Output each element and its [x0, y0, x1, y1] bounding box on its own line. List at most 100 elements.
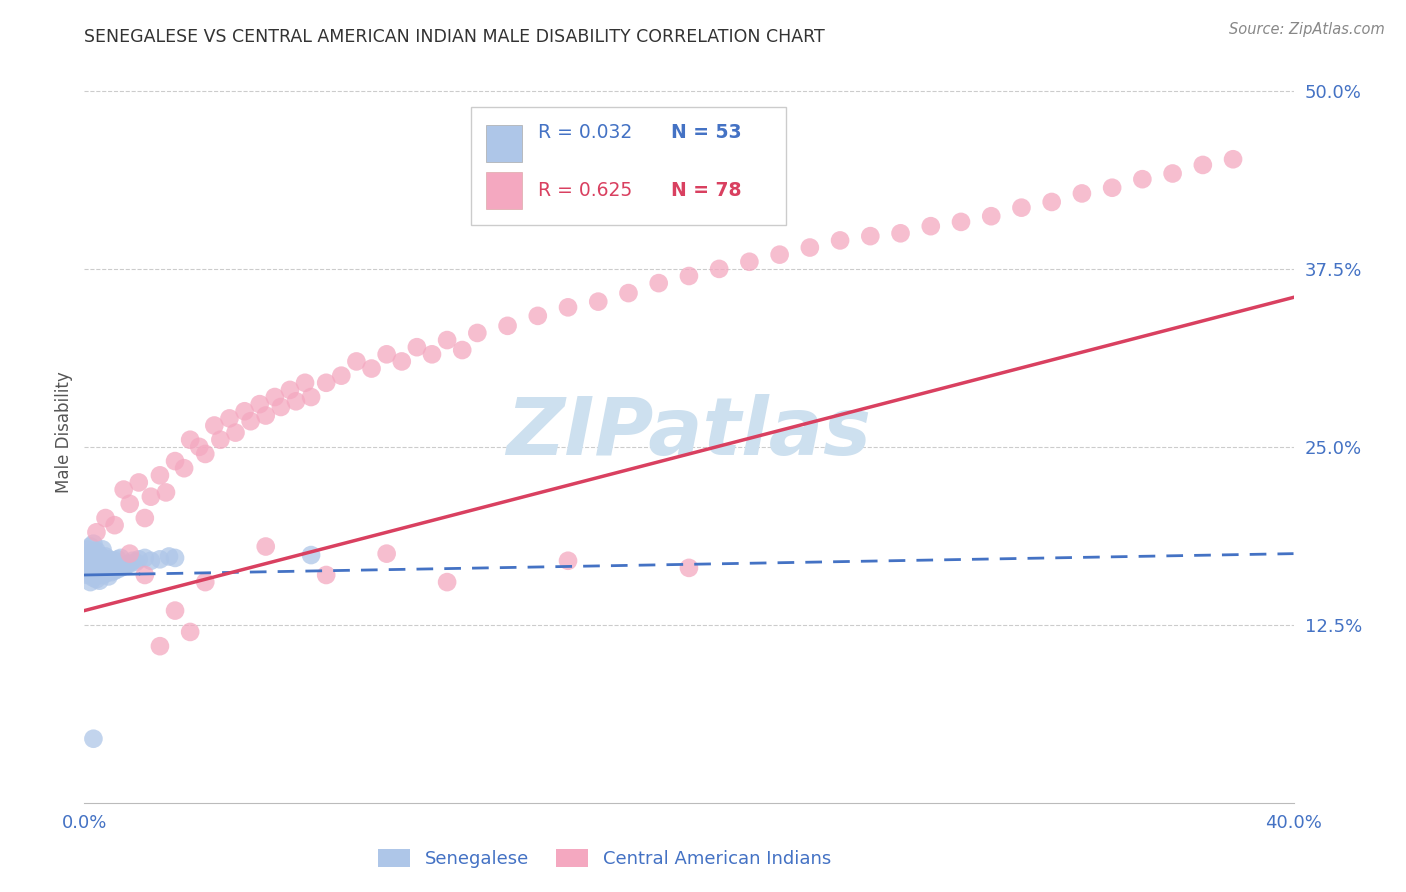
Point [209, 433, 232, 447]
Point [86, 543, 108, 558]
Point [79, 547, 101, 561]
Point [134, 511, 156, 525]
Text: R = 0.625: R = 0.625 [538, 181, 633, 200]
Point [89, 574, 111, 588]
Point [165, 604, 187, 618]
Point [165, 550, 187, 565]
Point [107, 562, 129, 576]
Point [859, 229, 882, 244]
Point [950, 215, 973, 229]
Point [79, 555, 101, 569]
Point [588, 294, 610, 309]
Point [294, 376, 316, 390]
Point [82, 731, 104, 746]
Point [97, 552, 120, 566]
Point [97, 561, 120, 575]
Point [225, 425, 247, 440]
Point [76, 550, 98, 565]
Point [97, 569, 120, 583]
Point [496, 318, 519, 333]
Point [76, 542, 98, 557]
Point [104, 554, 127, 568]
FancyBboxPatch shape [471, 107, 786, 226]
Point [315, 568, 337, 582]
Point [118, 557, 141, 571]
Point [82, 554, 104, 568]
Point [94, 566, 117, 581]
Point [91, 568, 114, 582]
Point [375, 547, 398, 561]
Point [278, 383, 301, 397]
Point [149, 639, 172, 653]
Point [769, 247, 792, 261]
Point [121, 554, 143, 568]
Point [709, 261, 731, 276]
Point [527, 309, 550, 323]
Point [270, 400, 292, 414]
Point [91, 542, 114, 557]
Y-axis label: Male Disability: Male Disability [55, 372, 73, 493]
Point [86, 561, 108, 575]
Point [100, 557, 122, 571]
Point [110, 561, 132, 575]
Point [79, 564, 101, 578]
Point [79, 575, 101, 590]
Point [139, 554, 162, 568]
Point [76, 557, 98, 571]
Point [91, 559, 114, 574]
Point [1011, 201, 1033, 215]
Point [406, 340, 429, 354]
Point [920, 219, 942, 234]
Point [118, 547, 141, 561]
Point [218, 411, 240, 425]
Point [128, 475, 150, 490]
Point [557, 554, 579, 568]
Point [76, 568, 98, 582]
Point [79, 540, 101, 554]
Point [1101, 180, 1123, 194]
Point [128, 552, 150, 566]
Point [451, 343, 474, 357]
Point [149, 552, 172, 566]
Point [194, 575, 217, 590]
Point [980, 209, 1002, 223]
Point [107, 552, 129, 566]
Point [139, 490, 162, 504]
Point [134, 568, 156, 582]
FancyBboxPatch shape [486, 126, 522, 162]
Point [86, 525, 108, 540]
Point [738, 254, 761, 268]
Point [86, 552, 108, 566]
Point [94, 511, 117, 525]
Point [91, 550, 114, 565]
Legend: Senegalese, Central American Indians: Senegalese, Central American Indians [370, 841, 838, 875]
Point [330, 368, 353, 383]
Point [263, 390, 285, 404]
Point [110, 550, 132, 565]
Point [299, 548, 322, 562]
Text: R = 0.032: R = 0.032 [538, 123, 633, 143]
Point [118, 497, 141, 511]
Point [315, 376, 337, 390]
Point [165, 454, 187, 468]
Point [617, 286, 640, 301]
Text: SENEGALESE VS CENTRAL AMERICAN INDIAN MALE DISABILITY CORRELATION CHART: SENEGALESE VS CENTRAL AMERICAN INDIAN MA… [84, 28, 825, 45]
Point [100, 565, 122, 579]
Point [94, 558, 117, 572]
Point [82, 536, 104, 550]
Point [194, 447, 217, 461]
Point [678, 268, 700, 283]
Point [82, 545, 104, 559]
Point [86, 572, 108, 586]
Point [436, 575, 458, 590]
Point [249, 397, 271, 411]
Text: ZIPatlas: ZIPatlas [506, 393, 872, 472]
Point [391, 354, 413, 368]
Point [678, 561, 700, 575]
Point [89, 557, 111, 571]
Point [202, 418, 225, 433]
Point [375, 347, 398, 361]
Point [436, 333, 458, 347]
Point [1161, 166, 1184, 180]
Point [149, 468, 172, 483]
